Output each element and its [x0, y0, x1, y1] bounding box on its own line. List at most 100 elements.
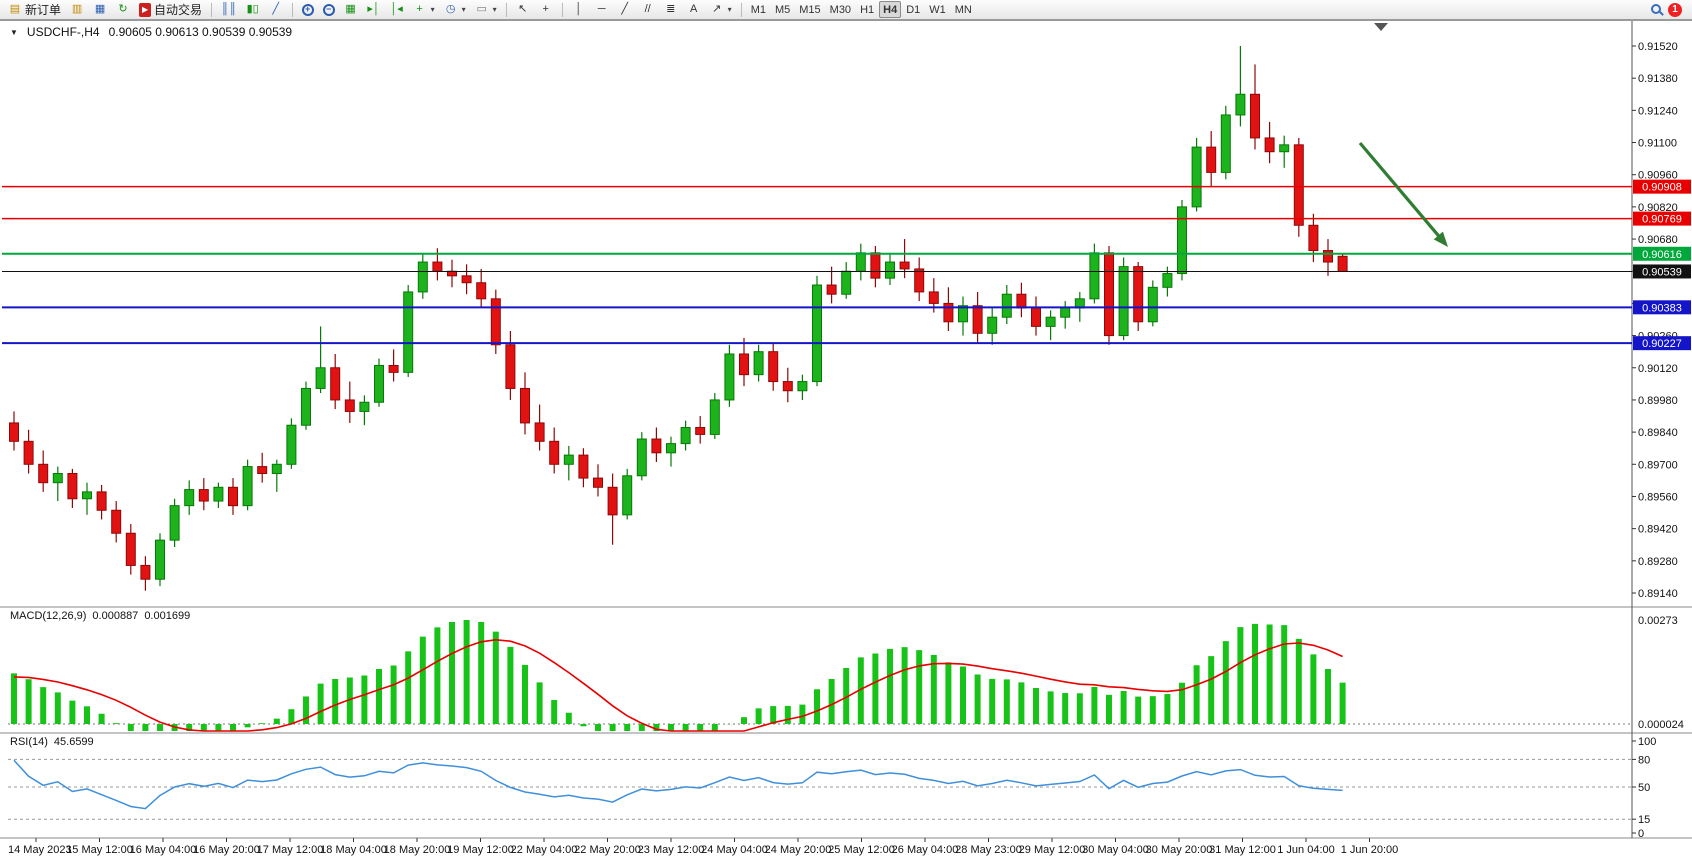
market-depth-button[interactable]: ▥ [66, 1, 88, 19]
new-chart-button[interactable]: + ▾ [409, 1, 439, 19]
autotrading-icon: ▶ [139, 2, 152, 17]
auto-scroll-button[interactable]: ▸│ [363, 1, 385, 19]
candle [724, 344, 735, 407]
candle [213, 482, 224, 508]
vertical-line-button[interactable]: │ [568, 1, 590, 19]
chart-menu-icon[interactable]: ▼ [10, 27, 18, 37]
cursor-icon: ↖ [518, 3, 528, 15]
horizontal-line-button[interactable]: ─ [591, 1, 613, 19]
time-axis-label: 1 Jun 20:00 [1341, 844, 1399, 856]
timeframe-m30-button[interactable]: M30 [826, 1, 855, 18]
new-chart-caret-icon: ▾ [430, 5, 435, 14]
candle [680, 420, 691, 451]
candle [184, 480, 195, 515]
new-order-button[interactable]: ▤ 新订单 [4, 1, 65, 19]
candle [520, 372, 530, 435]
price-axis-label: 0.89560 [1638, 491, 1678, 503]
macd-indicator-label: MACD(12,26,9) 0.000887 0.001699 [10, 610, 190, 622]
periods-button[interactable]: ◷ ▾ [440, 1, 470, 19]
price-axis-label: 0.91520 [1638, 41, 1678, 53]
data-window-button[interactable]: ▦ [89, 1, 111, 19]
symbol-timeframe-label: USDCHF-,H4 [26, 25, 100, 39]
level-price-text: 0.90908 [1642, 182, 1682, 194]
chart-shift-icon: │◂ [390, 3, 403, 15]
market-depth-icon: ▥ [71, 3, 83, 15]
candle [344, 381, 355, 423]
candle [9, 411, 19, 451]
toolbar-separator [740, 2, 742, 17]
bar-chart-button[interactable]: ║║ [217, 1, 241, 19]
time-axis-label: 26 May 04:00 [892, 844, 959, 856]
candle [242, 459, 253, 511]
macd-scale-top: 0.00273 [1638, 615, 1678, 627]
equidistant-channel-button[interactable]: // [637, 1, 659, 19]
level-price-text: 0.90769 [1642, 214, 1682, 226]
price-axis-label: 0.90960 [1638, 170, 1678, 182]
crosshair-icon: + [542, 3, 549, 15]
candle [388, 349, 399, 382]
time-axis-label: 18 May 20:00 [384, 844, 451, 856]
candle [972, 291, 983, 343]
level-price-text: 0.90227 [1642, 338, 1682, 350]
candlestick-chart-button[interactable]: ▮▯ [242, 1, 264, 19]
candle [943, 287, 954, 331]
timeframe-w1-button[interactable]: W1 [925, 1, 950, 18]
trendline-button[interactable]: ╱ [614, 1, 636, 19]
line-chart-icon: ╱ [272, 3, 279, 15]
timeframe-m5-button[interactable]: M5 [771, 1, 794, 18]
timeframe-m15-button[interactable]: M15 [795, 1, 824, 18]
timeframe-m1-button[interactable]: M1 [747, 1, 770, 18]
price-axis-label: 0.90680 [1638, 234, 1678, 246]
candle [38, 450, 49, 492]
candle [768, 342, 779, 391]
level-price-badge [1633, 211, 1691, 226]
candle [301, 381, 311, 430]
macd-scale-zero: 0.000024 [1638, 719, 1684, 731]
line-chart-button[interactable]: ╱ [265, 1, 287, 19]
time-axis-label: 18 May 04:00 [320, 844, 387, 856]
level-price-text: 0.90539 [1642, 266, 1682, 278]
candle [315, 326, 326, 394]
zoom-out-button[interactable]: − [319, 1, 339, 19]
candle [1191, 137, 1202, 212]
notification-badge[interactable]: 1 [1668, 2, 1682, 17]
cursor-button[interactable]: ↖ [512, 1, 534, 19]
search-button[interactable] [1651, 1, 1661, 19]
templates-icon: ▭ [476, 3, 487, 15]
trend-arrow-annotation[interactable] [1358, 141, 1448, 247]
level-price-text: 0.90383 [1642, 302, 1682, 314]
timeframe-d1-button[interactable]: D1 [902, 1, 924, 18]
fibonacci-button[interactable]: ≣ [660, 1, 682, 19]
candle [96, 484, 107, 520]
tile-windows-button[interactable]: ▦ [340, 1, 362, 19]
time-axis-label: 16 May 04:00 [130, 844, 197, 856]
level-price-badge [1633, 246, 1691, 261]
refresh-button[interactable]: ↻ [112, 1, 134, 19]
chart-shift-button[interactable]: │◂ [386, 1, 408, 19]
timeframe-h1-button[interactable]: H1 [856, 1, 878, 18]
chart-background [0, 20, 1692, 862]
templates-button[interactable]: ▭ ▾ [471, 1, 501, 19]
candle [666, 436, 676, 467]
text-label-button[interactable]: A [683, 1, 705, 19]
ohlc-values: 0.90605 0.90613 0.90539 0.90539 [108, 25, 293, 39]
candle [67, 468, 78, 508]
arrows-button[interactable]: ↗ ▾ [706, 1, 736, 19]
price-axis-label: 0.89840 [1638, 427, 1678, 439]
timeframe-mn-button[interactable]: MN [951, 1, 976, 18]
trendline-icon: ╱ [621, 3, 628, 15]
timeframe-h4-button[interactable]: H4 [879, 1, 902, 18]
crosshair-button[interactable]: + [535, 1, 557, 19]
price-axis-label: 0.89420 [1638, 524, 1678, 536]
zoom-in-button[interactable]: + [298, 1, 318, 19]
zoom-out-icon: − [322, 3, 335, 16]
autotrading-button[interactable]: ▶ 自动交易 [135, 1, 206, 19]
candle [709, 393, 720, 440]
rsi-value: 45.6599 [53, 736, 94, 748]
chart-shift-marker[interactable] [1374, 23, 1388, 31]
arrows-icon: ↗ [712, 3, 722, 15]
macd-value-main: 0.000887 [92, 610, 139, 622]
search-icon [1651, 3, 1661, 14]
candle [1264, 121, 1275, 164]
